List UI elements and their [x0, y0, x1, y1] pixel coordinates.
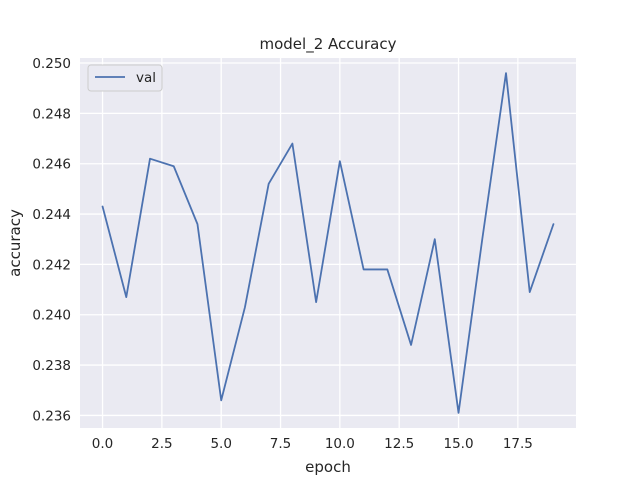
x-tick-label: 7.5 [270, 436, 291, 452]
legend: val [87, 64, 163, 92]
x-tick-label: 12.5 [384, 436, 414, 452]
plot-area [80, 58, 576, 428]
x-axis-label: epoch [305, 458, 351, 476]
y-tick-labels: 0.236 0.238 0.240 0.242 0.244 0.246 0.248 0.250 [32, 56, 71, 424]
y-tick-label: 0.238 [32, 358, 71, 374]
x-tick-label: 0.0 [92, 436, 113, 452]
x-tick-label: 2.5 [151, 436, 172, 452]
x-tick-labels: 0.0 2.5 5.0 7.5 10.0 12.5 15.0 17.5 [92, 436, 533, 452]
y-tick-label: 0.236 [32, 408, 71, 424]
y-tick-label: 0.244 [32, 207, 71, 223]
y-gridlines [80, 62, 576, 417]
x-tick-label: 10.0 [325, 436, 355, 452]
x-tick-label: 17.5 [503, 436, 533, 452]
y-tick-label: 0.248 [32, 106, 71, 122]
legend-label-val: val [136, 70, 156, 86]
chart-title: model_2 Accuracy [260, 35, 397, 54]
x-tick-label: 15.0 [443, 436, 473, 452]
y-tick-label: 0.246 [32, 157, 71, 173]
y-tick-label: 0.242 [32, 257, 71, 273]
series-line-val [101, 72, 555, 414]
y-axis-label: accuracy [6, 209, 24, 277]
legend-box [87, 64, 163, 92]
x-gridlines [101, 58, 519, 428]
y-tick-label: 0.240 [32, 308, 71, 324]
y-tick-label: 0.250 [32, 56, 71, 72]
x-tick-label: 5.0 [210, 436, 231, 452]
